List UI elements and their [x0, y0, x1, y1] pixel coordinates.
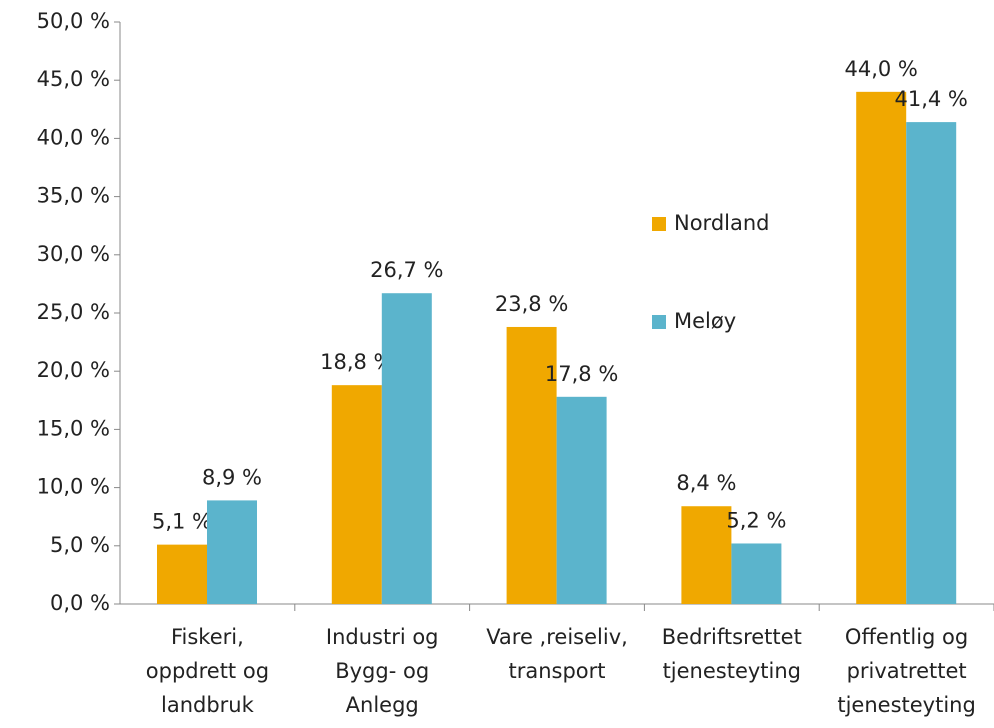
y-tick-label: 40,0 %: [37, 125, 110, 149]
y-tick-label: 20,0 %: [37, 358, 110, 382]
y-tick-label: 5,0 %: [50, 533, 110, 557]
bar: [381, 293, 432, 604]
bar: [856, 91, 907, 605]
y-tick-label: 25,0 %: [37, 300, 110, 324]
value-label: 18,8 %: [320, 350, 393, 374]
y-tick-label: 15,0 %: [37, 416, 110, 440]
legend-label: Nordland: [674, 211, 770, 235]
y-tick-label: 45,0 %: [37, 67, 110, 91]
value-label: 8,4 %: [676, 471, 736, 495]
y-tick-label: 50,0 %: [37, 9, 110, 33]
value-label: 5,2 %: [726, 508, 786, 532]
y-tick-label: 30,0 %: [37, 242, 110, 266]
x-tick-label: Industri og Bygg- og Anlegg: [326, 625, 439, 717]
value-label: 8,9 %: [202, 465, 262, 489]
value-label: 17,8 %: [545, 362, 618, 386]
legend-label: Meløy: [674, 309, 736, 333]
bar: [207, 500, 257, 604]
bar: [906, 122, 957, 604]
x-tick-label: Fiskeri, oppdrett og landbruk: [146, 625, 269, 717]
legend-swatch: [652, 217, 666, 231]
legend-swatch: [652, 315, 666, 329]
x-tick-label: Bedriftsrettet tjenesteyting: [662, 625, 802, 683]
value-label: 23,8 %: [495, 292, 568, 316]
bar: [506, 326, 557, 604]
bar: [331, 385, 382, 604]
bar: [731, 543, 782, 604]
value-label: 26,7 %: [370, 258, 443, 282]
y-tick-label: 35,0 %: [37, 184, 110, 208]
value-label: 44,0 %: [845, 57, 918, 81]
bar: [681, 506, 732, 604]
x-tick-label: Offentlig og privatrettet tjenesteyting: [837, 625, 975, 717]
value-label: 5,1 %: [152, 510, 212, 534]
y-tick-label: 10,0 %: [37, 475, 110, 499]
y-tick-label: 0,0 %: [50, 591, 110, 615]
x-tick-label: Vare ,reiseliv, transport: [486, 625, 628, 683]
bar: [157, 544, 207, 604]
bar: [556, 396, 607, 604]
value-label: 41,4 %: [895, 87, 968, 111]
